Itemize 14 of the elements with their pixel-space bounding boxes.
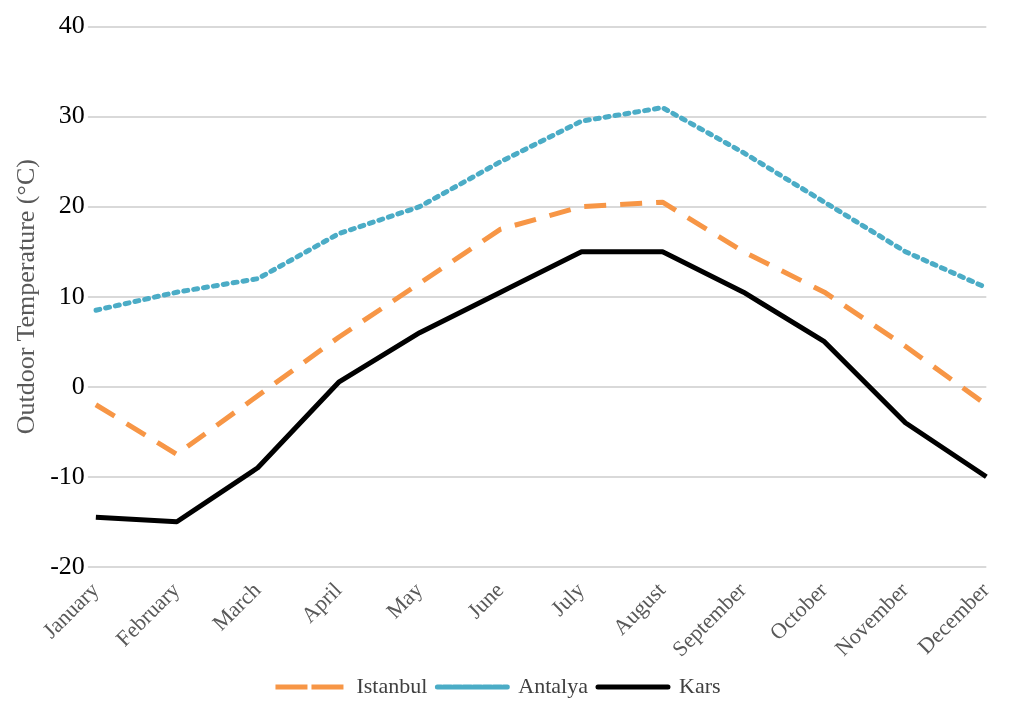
x-tick-label: June [462, 577, 509, 624]
legend-label: Kars [678, 672, 721, 698]
y-tick-label: 20 [58, 190, 85, 220]
y-tick-label: 0 [71, 370, 85, 400]
y-axis-title: Outdoor Temperature (°C) [11, 159, 41, 435]
y-tick-label: -10 [50, 460, 85, 490]
y-tick-label: -20 [50, 550, 85, 580]
x-tick-label: July [545, 577, 590, 621]
legend-label: Antalya [518, 672, 589, 698]
y-tick-label: 10 [58, 280, 85, 310]
legend-label: Istanbul [356, 672, 428, 698]
y-tick-label: 30 [58, 100, 85, 130]
y-tick-label: 40 [58, 10, 85, 40]
x-tick-label: May [381, 577, 428, 624]
